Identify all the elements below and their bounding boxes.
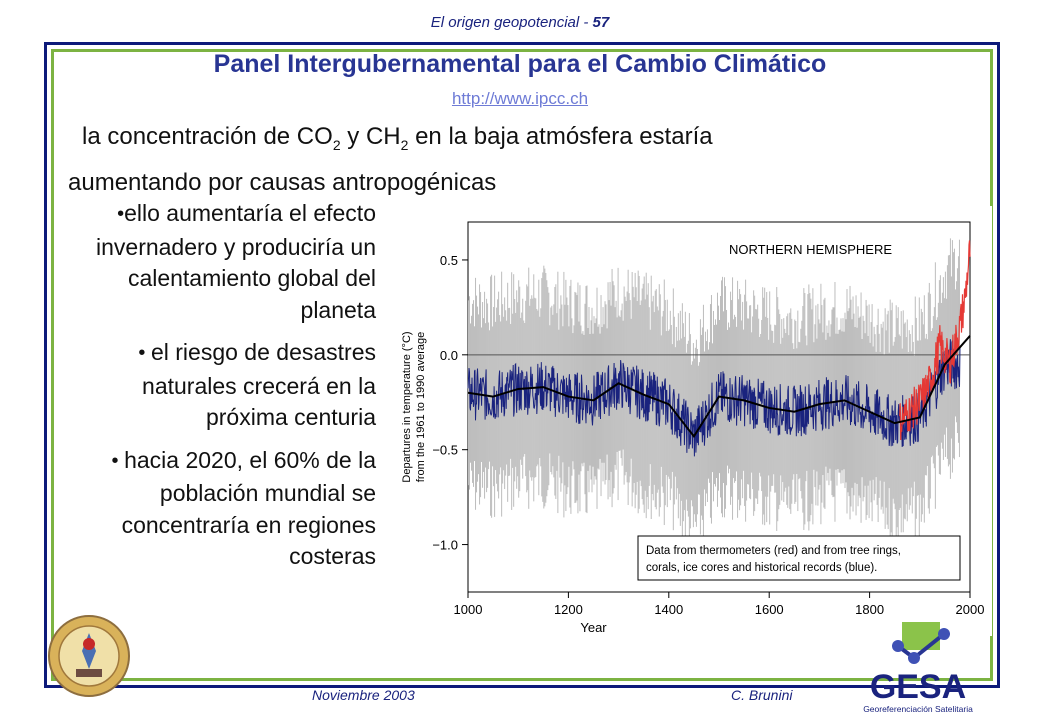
slide-title: Panel Intergubernamental para el Cambio … [213,50,827,78]
lead-part-2: y CH [340,123,401,150]
page-header: El origen geopotencial - 57 [0,14,1040,31]
x-tick-label: 1800 [855,602,884,617]
bullet-icon: • [117,203,125,225]
x-tick-label: 1400 [654,602,683,617]
legend-text-line-2: corals, ice cores and historical records… [646,562,877,574]
gesa-logo-tagline: Georeferenciación Satelitaria [863,704,973,714]
y-tick-label: 0.0 [440,348,458,363]
bullet-text: hacia 2020, el 60% de la población mundi… [121,446,376,570]
bullet-icon: • [138,342,151,364]
bullet-list: •ello aumentaría el efecto invernadero y… [60,198,376,584]
series-line-smoothed [467,335,971,439]
slide-frame-outer [44,42,1000,688]
temperature-chart: NORTHERN HEMISPHERE 1000 1200 1400 1600 1800 2… [388,206,992,636]
x-tick-label: 2000 [956,602,985,617]
bullet-item: •ello aumentaría el efecto invernadero y… [60,198,376,326]
bullet-text: el riesgo de desastres naturales crecerá… [142,339,376,430]
lead-text: la concentración de CO2 y CH2 en la baja… [68,118,948,202]
gesa-logo-text: GESA [870,668,966,706]
lead-line-1: la concentración de CO2 y CH2 en la baja… [68,118,948,164]
y-tick-label: −1.0 [432,538,458,553]
lead-sub-2: 2 [400,136,409,153]
x-tick-label: 1200 [554,602,583,617]
x-tick-label: 1000 [454,602,483,617]
header-text: El origen geopotencial - [430,14,593,31]
lead-line-2: aumentando por causas antropogénicas [68,168,497,196]
bullet-text: ello aumentaría el efecto invernadero y … [96,200,376,323]
x-axis-label: Year [580,620,607,635]
ipcc-link[interactable]: http://www.ipcc.ch [451,89,589,108]
gesa-logo-icon: GESA Georeferenciación Satelitaria [863,622,973,714]
footer-date: Noviembre 2003 [312,687,415,703]
footer-author: C. Brunini [731,687,793,703]
bullet-item: • el riesgo de desastres naturales crece… [60,337,376,434]
bullet-item: • hacia 2020, el 60% de la población mun… [60,445,376,573]
x-tick-label: 1600 [755,602,784,617]
page-number: 57 [592,14,610,31]
legend-text-line-1: Data from thermometers (red) and from tr… [646,545,901,557]
y-tick-label: −0.5 [432,443,458,458]
y-axis-label-line-1: Departures in temperature (°C) [401,331,413,482]
lead-part-3: en la baja atmósfera estaría [408,123,713,150]
university-seal-icon [48,615,130,697]
lead-sub-1: 2 [332,136,341,153]
y-tick-label: 0.5 [440,253,458,268]
chart-title: NORTHERN HEMISPHERE [729,242,892,257]
legend-box [637,535,961,581]
bullet-icon: • [111,449,125,472]
lead-part-1: la concentración de CO [82,123,333,150]
y-axis-label-line-2: from the 1961 to 1990 average [415,332,427,482]
